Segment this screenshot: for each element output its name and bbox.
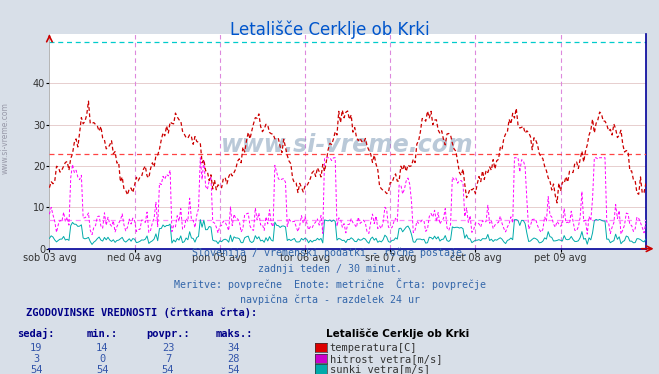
Text: ZGODOVINSKE VREDNOSTI (črtkana črta):: ZGODOVINSKE VREDNOSTI (črtkana črta):	[26, 307, 258, 318]
Text: 19: 19	[30, 343, 42, 353]
Text: 54: 54	[96, 365, 108, 374]
Text: navpična črta - razdelek 24 ur: navpična črta - razdelek 24 ur	[239, 295, 420, 305]
Text: Letališče Cerklje ob Krki: Letališče Cerklje ob Krki	[230, 21, 429, 39]
Text: povpr.:: povpr.:	[146, 329, 190, 338]
Text: sunki vetra[m/s]: sunki vetra[m/s]	[330, 365, 430, 374]
Text: 0: 0	[99, 354, 105, 364]
Text: www.si-vreme.com: www.si-vreme.com	[1, 102, 10, 174]
Text: hitrost vetra[m/s]: hitrost vetra[m/s]	[330, 354, 442, 364]
Text: 34: 34	[228, 343, 240, 353]
Text: 14: 14	[96, 343, 108, 353]
Text: min.:: min.:	[86, 329, 118, 338]
Text: temperatura[C]: temperatura[C]	[330, 343, 417, 353]
Text: 7: 7	[165, 354, 171, 364]
Text: zadnji teden / 30 minut.: zadnji teden / 30 minut.	[258, 264, 401, 274]
Text: sedaj:: sedaj:	[18, 328, 55, 338]
Text: 28: 28	[228, 354, 240, 364]
Text: 54: 54	[30, 365, 42, 374]
Text: maks.:: maks.:	[215, 329, 252, 338]
Text: 54: 54	[228, 365, 240, 374]
Text: 23: 23	[162, 343, 174, 353]
Text: Meritve: povprečne  Enote: metrične  Črta: povprečje: Meritve: povprečne Enote: metrične Črta:…	[173, 278, 486, 289]
Text: Slovenija / vremenski podatki - ročne postaje.: Slovenija / vremenski podatki - ročne po…	[192, 248, 467, 258]
Text: www.si-vreme.com: www.si-vreme.com	[221, 134, 474, 157]
Text: Letališče Cerklje ob Krki: Letališče Cerklje ob Krki	[326, 328, 469, 338]
Text: 54: 54	[162, 365, 174, 374]
Text: 3: 3	[33, 354, 40, 364]
